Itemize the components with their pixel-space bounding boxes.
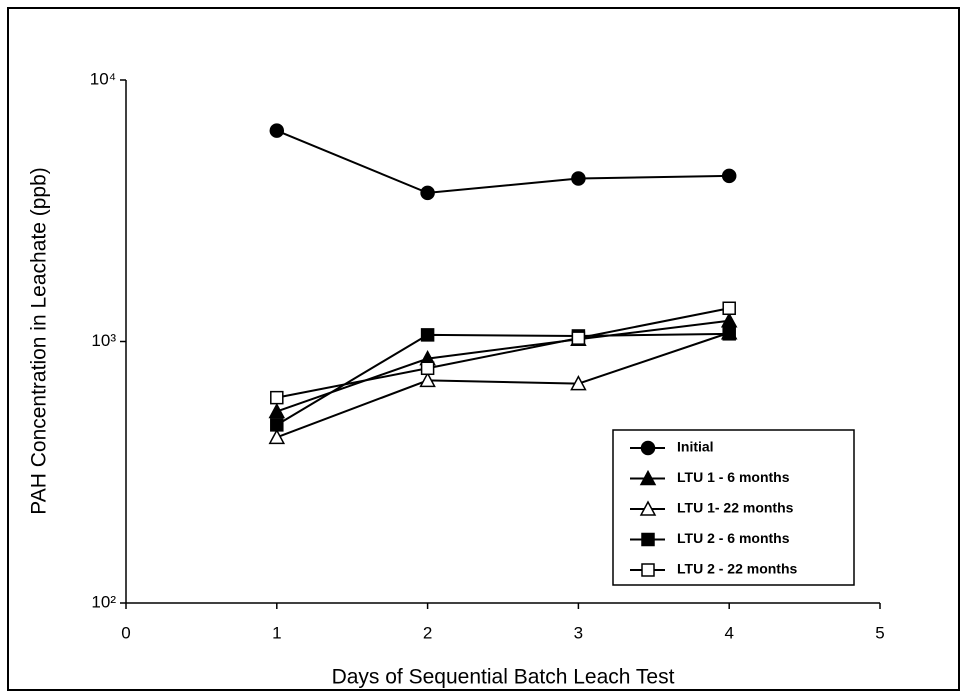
frame [7,7,960,691]
marker [268,402,286,419]
marker [420,361,435,376]
x-tick-label: 0 [121,623,130,642]
x-tick-label: 3 [574,623,583,642]
y-tick-label: 10⁴ [90,69,116,88]
x-tick-label: 4 [724,623,733,642]
marker [420,185,435,201]
legend-label: LTU 1- 22 months [677,500,794,516]
marker [639,469,657,486]
marker [641,532,655,547]
y-tick-label: 10³ [91,331,116,350]
marker [571,171,586,186]
marker [721,168,737,184]
series-line [276,307,730,399]
marker [269,123,285,138]
marker [640,440,656,456]
marker [270,390,284,405]
marker [722,327,736,341]
legend-box [612,429,855,586]
legend-label: LTU 1 - 6 months [677,469,790,485]
series-line [276,129,730,194]
marker [571,331,586,345]
series-line [276,331,730,439]
series-line [276,332,730,426]
marker [639,500,657,516]
legend-label: Initial [677,439,714,455]
marker [641,563,655,577]
x-axis-title: Days of Sequential Batch Leach Test [332,666,675,689]
marker [420,328,435,342]
marker [270,418,284,432]
marker [570,375,587,391]
marker [268,428,286,445]
legend-label: LTU 2 - 22 months [677,561,798,577]
x-tick-label: 5 [875,623,884,642]
marker [419,371,436,388]
x-tick-label: 2 [423,623,432,642]
marker [722,301,736,316]
legend-label: LTU 2 - 6 months [677,530,790,546]
x-tick-label: 1 [272,623,281,642]
series-line [276,319,730,413]
y-axis-title: PAH Concentration in Leachate (ppb) [28,167,51,514]
y-tick-label: 10² [91,592,116,611]
